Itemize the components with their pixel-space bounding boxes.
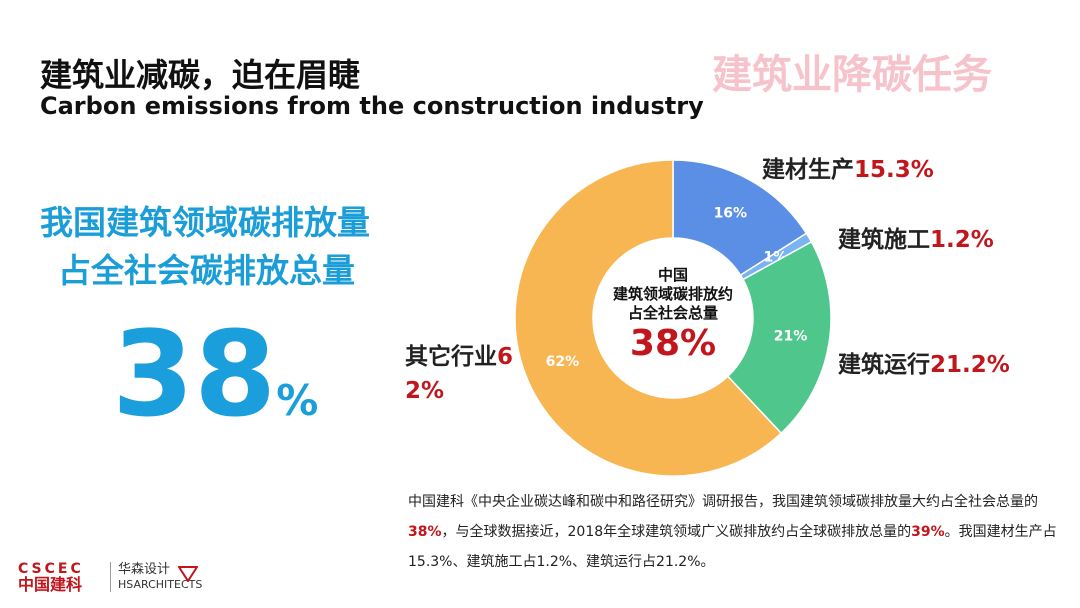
logo-icon (178, 566, 198, 582)
note: 中国建科《中央企业碳达峰和碳中和路径研究》调研报告，我国建筑领域碳排放量大约占全… (408, 487, 1058, 577)
category: 建筑施工 (838, 227, 930, 253)
logo-en: HSARCHITECTS (118, 578, 203, 591)
logo-cscec: CSCEC 中国建科 (18, 561, 84, 594)
subtitle: Carbon emissions from the construction i… (40, 92, 704, 120)
logo-hs: 华森设计 HSARCHITECTS (118, 562, 202, 592)
logo-name: 中国建科 (18, 575, 83, 594)
logo-name: 华森设计 (118, 562, 171, 577)
donut-center: 中国 建筑领域碳排放约 占全社会总量 38% (600, 266, 746, 365)
share: 15.3% (854, 157, 934, 183)
slice (672, 159, 808, 277)
slice-label: 21% (774, 329, 808, 345)
slice (514, 159, 783, 477)
highlight-number: 38 (112, 305, 277, 443)
note-part: 38% (408, 524, 442, 540)
center-line: 占全社会总量 (627, 304, 718, 322)
slice-label: 62% (546, 354, 580, 370)
category: 其它行业 (405, 344, 497, 370)
slice-label: 16% (714, 206, 748, 222)
highlight-number-box: 38% (112, 305, 318, 443)
outer-label: 其它行业62% (405, 340, 525, 408)
note-part: 39% (911, 524, 945, 540)
center-line: 中国 (657, 266, 688, 284)
outer-label: 建材生产15.3% (762, 150, 934, 184)
share: 1.2% (930, 227, 994, 253)
highlight-line: 占全社会碳排放总量 (58, 251, 355, 290)
note-part: 中国建科《中央企业碳达峰和碳中和路径研究》调研报告，我国建筑领域碳排放量大约占全… (408, 494, 1038, 510)
title: 建筑业减碳，迫在眉睫 (40, 56, 361, 94)
share: 62% (405, 344, 514, 404)
share: 21.2% (930, 352, 1010, 378)
highlight-unit: % (276, 376, 319, 425)
highlight-line: 我国建筑领域碳排放量 (40, 203, 370, 242)
note-part: 。我国建材生产占15.3%、建筑施工占1.2%、建筑运行占21.2%。 (408, 524, 1057, 570)
center-value: 38% (629, 323, 717, 364)
logo-divider (110, 562, 111, 592)
outer-label: 建筑运行21.2% (838, 345, 1010, 379)
category: 建材生产 (762, 157, 854, 183)
note-part: ，与全球数据接近，2018年全球建筑领域广义碳排放约占全球碳排放总量的 (441, 524, 912, 540)
outer-label: 建筑施工1.2% (838, 220, 994, 254)
category: 建筑运行 (838, 352, 930, 378)
center-line: 建筑领域碳排放约 (612, 285, 733, 303)
slice (726, 240, 832, 435)
logo-mark: CSCEC (18, 561, 84, 577)
tag: 建筑业降碳任务 (712, 52, 992, 98)
